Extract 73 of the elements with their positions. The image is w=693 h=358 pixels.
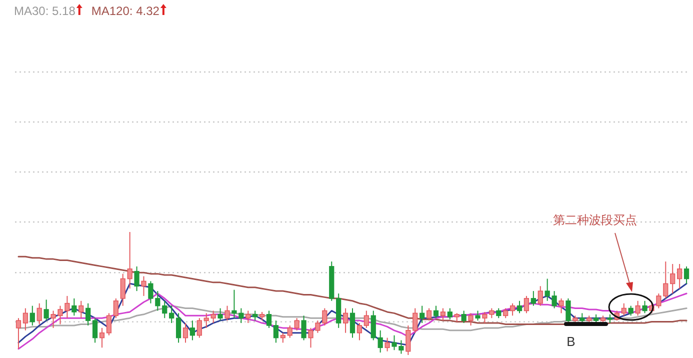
candlestick	[447, 308, 452, 320]
candlestick	[72, 298, 77, 316]
candlestick	[475, 310, 480, 322]
candlestick	[106, 312, 112, 336]
candlestick	[134, 266, 140, 292]
candlestick	[196, 318, 202, 338]
text: 第二种波段买点	[553, 213, 637, 227]
candlestick	[294, 318, 300, 331]
candlestick	[204, 312, 209, 328]
candlestick	[635, 300, 640, 316]
candlestick	[426, 308, 432, 322]
candlestick	[127, 232, 132, 290]
candlestick	[266, 310, 272, 328]
candlestick	[420, 305, 425, 324]
candlestick	[538, 286, 543, 306]
candlestick	[468, 312, 474, 326]
candlestick	[670, 263, 676, 294]
candlestick	[86, 302, 91, 326]
candlestick	[287, 324, 292, 338]
candlestick	[370, 310, 376, 341]
candlestick	[628, 305, 634, 316]
candlestick	[496, 308, 502, 319]
candlestick	[162, 300, 168, 319]
candlestick	[218, 308, 223, 322]
candlestick	[16, 318, 22, 350]
text: MA30: 5.18	[14, 4, 76, 18]
candlestick	[120, 273, 126, 306]
candlestick	[642, 300, 648, 314]
candlestick	[677, 263, 682, 290]
candlestick	[558, 298, 564, 314]
annotation: B	[566, 334, 576, 349]
candlestick	[684, 266, 690, 284]
candlestick	[176, 312, 182, 344]
candlestick	[280, 332, 286, 344]
candlestick	[566, 298, 571, 324]
candlestick	[412, 308, 418, 334]
candlestick	[461, 310, 466, 324]
candlestick	[524, 295, 530, 314]
candlestick	[44, 299, 49, 322]
candlestick	[503, 308, 508, 319]
candlestick	[580, 312, 585, 324]
candlestick	[190, 320, 196, 341]
candlestick	[224, 305, 230, 322]
candlestick	[78, 300, 84, 319]
candlestick	[141, 276, 146, 296]
candlestick	[182, 322, 188, 344]
candlestick	[113, 298, 118, 319]
candlestick	[92, 318, 98, 344]
candlestick	[99, 327, 105, 348]
candlestick	[246, 310, 251, 324]
candlestick	[621, 302, 626, 316]
candlestick	[342, 308, 348, 334]
candlestick	[378, 330, 383, 354]
candlestick	[356, 322, 362, 341]
text: MA120: 4.32	[91, 4, 160, 18]
candlestick	[440, 308, 446, 322]
candlestick	[516, 300, 522, 314]
candlestick	[406, 324, 411, 356]
candlestick	[252, 310, 258, 322]
candlestick	[663, 261, 668, 299]
candlestick	[364, 310, 369, 328]
candlestick	[169, 305, 174, 324]
candlestick	[350, 308, 356, 338]
candlestick	[433, 305, 439, 319]
candlestick	[301, 315, 306, 341]
candlestick	[30, 305, 35, 326]
candlestick	[273, 320, 279, 344]
candlestick	[530, 290, 536, 306]
candlestick	[22, 308, 28, 331]
candlestick	[36, 302, 42, 325]
candlestick	[384, 337, 390, 352]
candlestick	[210, 310, 216, 324]
candlestick	[510, 302, 516, 316]
